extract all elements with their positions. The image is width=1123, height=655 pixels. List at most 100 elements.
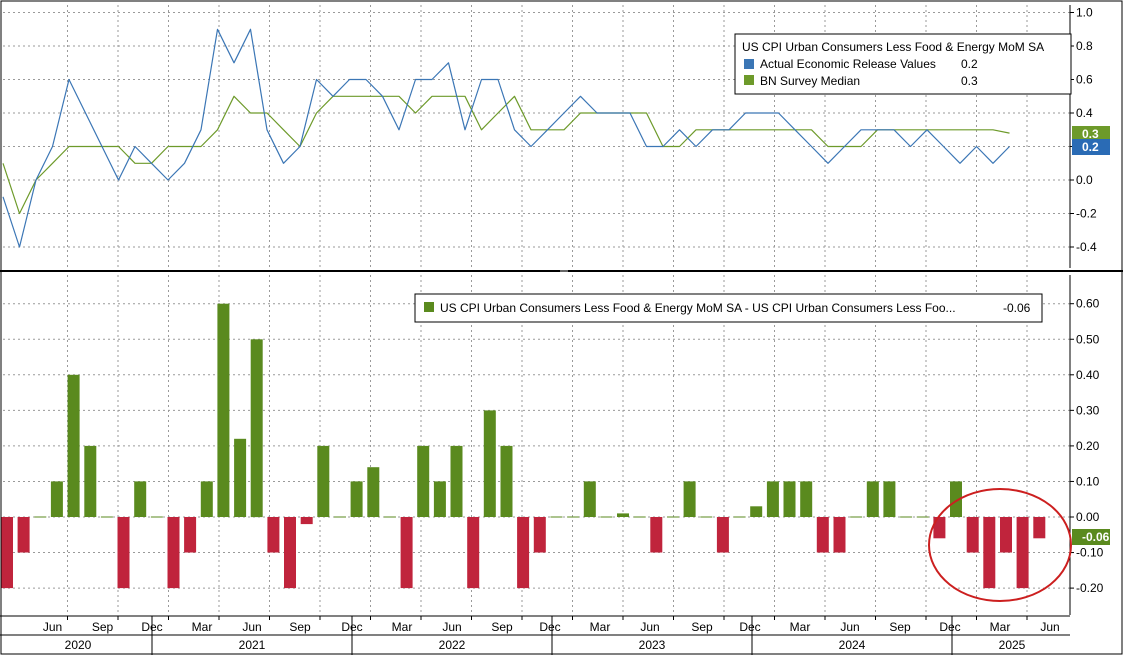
bar — [517, 517, 530, 589]
bar — [250, 339, 263, 518]
bar — [117, 517, 130, 589]
bar — [483, 410, 496, 517]
x-month-label: Dec — [739, 620, 760, 634]
top-y-tick-label: 0.0 — [1076, 173, 1093, 187]
bar — [800, 481, 813, 517]
bar — [367, 467, 380, 517]
x-month-label: Jun — [840, 620, 859, 634]
bottom-y-tick-labels: 0.60 0.50 0.40 0.30 0.20 0.10 0.00 -0.10 -0.20 — [1070, 297, 1104, 595]
bar — [750, 506, 763, 517]
x-month-label: Mar — [392, 620, 413, 634]
bar — [1000, 517, 1012, 553]
x-month-label: Jun — [1040, 620, 1059, 634]
x-month-label: Mar — [192, 620, 213, 634]
bar — [650, 517, 663, 553]
bar — [533, 517, 546, 553]
bar — [134, 481, 147, 517]
x-month-label: Jun — [442, 620, 461, 634]
bar — [1016, 517, 1029, 589]
x-month-label: Sep — [92, 620, 114, 634]
bottom-gridlines — [3, 275, 1070, 615]
top-y-tick-label: -0.2 — [1076, 207, 1097, 221]
x-month-label: Jun — [640, 620, 659, 634]
tag-actual: 0.2 — [1082, 140, 1099, 154]
bar — [184, 517, 197, 553]
bar — [933, 517, 946, 539]
bar — [200, 481, 213, 517]
bar — [983, 517, 996, 589]
top-y-tick-label: 0.8 — [1076, 39, 1093, 53]
bottom-y-tick-label: 0.00 — [1076, 510, 1100, 524]
bar — [67, 374, 80, 517]
series-line-actual-economic-release-values — [2, 28, 1010, 248]
legend-swatch-actual — [744, 59, 754, 69]
bar — [617, 513, 629, 517]
bar — [350, 481, 363, 517]
top-series-lines — [2, 28, 1010, 248]
bar — [267, 517, 280, 553]
x-month-label: Dec — [539, 620, 560, 634]
bar — [217, 303, 230, 517]
bottom-y-tick-label: 0.50 — [1076, 332, 1100, 346]
bottom-y-tick-label: 0.30 — [1076, 403, 1100, 417]
top-legend-box — [734, 33, 1072, 95]
bottom-y-tick-label: 0.60 — [1076, 297, 1100, 311]
bar — [966, 517, 979, 553]
bar — [417, 445, 430, 517]
x-year-label: 2024 — [839, 638, 866, 652]
bar — [50, 481, 63, 517]
bar — [883, 481, 896, 517]
bottom-legend-label: US CPI Urban Consumers Less Food & Energ… — [440, 301, 956, 315]
legend-swatch-difference — [424, 302, 434, 312]
top-y-tick-label: 0.4 — [1076, 106, 1093, 120]
top-legend-title: US CPI Urban Consumers Less Food & Energ… — [742, 40, 1044, 54]
tag-survey-median-bg — [1072, 126, 1110, 142]
bar — [950, 481, 962, 517]
bar — [816, 517, 829, 553]
bar — [284, 517, 296, 589]
bar — [583, 481, 596, 517]
bar — [450, 445, 463, 517]
bottom-legend-box — [414, 293, 1043, 323]
x-month-label: Mar — [590, 620, 611, 634]
bar — [833, 517, 846, 553]
legend-label-actual: Actual Economic Release Values — [760, 57, 936, 71]
top-gridlines — [3, 5, 1070, 268]
bar — [400, 517, 413, 589]
bar — [433, 481, 446, 517]
x-year-label: 2023 — [639, 638, 666, 652]
x-month-label: Sep — [889, 620, 911, 634]
x-year-label: 2022 — [439, 638, 466, 652]
top-y-tick-label: 1.0 — [1076, 6, 1093, 20]
bar — [766, 481, 779, 517]
x-month-label: Jun — [43, 620, 62, 634]
bar — [500, 445, 513, 517]
x-month-label: Mar — [990, 620, 1011, 634]
bar — [234, 438, 247, 517]
highlight-ellipse — [928, 488, 1072, 602]
top-y-tick-label: 0.6 — [1076, 73, 1093, 87]
bottom-legend: US CPI Urban Consumers Less Food & Energ… — [414, 293, 1043, 323]
tag-difference: -0.06 — [1082, 530, 1110, 544]
bar — [84, 445, 97, 517]
tag-actual-bg — [1072, 139, 1110, 155]
x-month-label: Sep — [491, 620, 513, 634]
bottom-y-tick-label: 0.40 — [1076, 368, 1100, 382]
bottom-y-tick-label: -0.10 — [1076, 546, 1104, 560]
bottom-y-tick-label: 0.10 — [1076, 474, 1100, 488]
bottom-y-tick-label: 0.20 — [1076, 439, 1100, 453]
legend-value-actual: 0.2 — [961, 57, 978, 71]
x-month-label: Mar — [790, 620, 811, 634]
x-month-label: Dec — [939, 620, 960, 634]
tag-difference-bg — [1072, 529, 1110, 545]
bar — [716, 517, 729, 553]
top-y-tick-label: -0.4 — [1076, 240, 1097, 254]
bar — [300, 517, 313, 525]
legend-swatch-survey — [744, 75, 754, 85]
x-axis-labels: Jun Sep Dec Mar Jun Sep Dec Mar Jun Sep Dec Mar Jun S… — [43, 616, 1060, 655]
x-year-label: 2025 — [999, 638, 1026, 652]
top-legend: US CPI Urban Consumers Less Food & Energ… — [734, 33, 1072, 95]
bar — [683, 481, 696, 517]
